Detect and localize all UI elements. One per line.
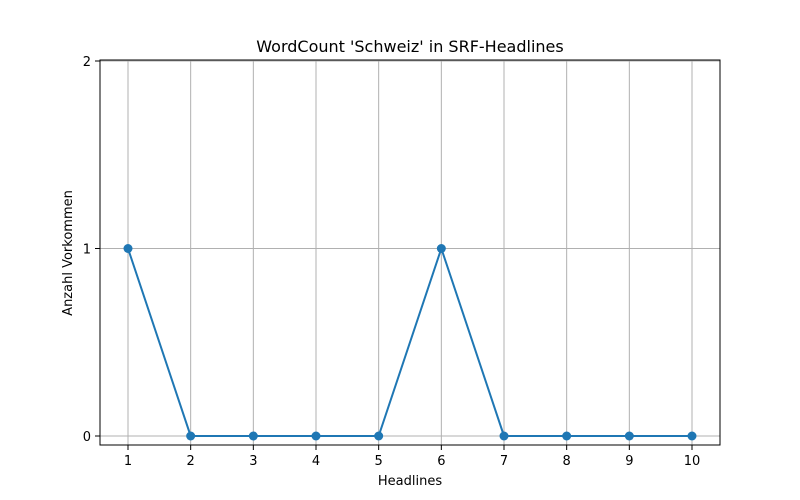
x-tick-label: 6 [437, 454, 445, 469]
x-tick-label: 7 [500, 454, 508, 469]
chart-title: WordCount 'Schweiz' in SRF-Headlines [256, 37, 563, 56]
data-point [123, 244, 133, 253]
x-tick-label: 3 [249, 454, 257, 469]
data-point [248, 431, 258, 441]
data-point [374, 431, 384, 441]
y-tick-label: 1 [83, 243, 91, 258]
data-point [436, 244, 446, 253]
data-point [186, 431, 196, 441]
data-point [499, 431, 509, 441]
axis-ticks: 1 2 3 4 5 6 7 8 9 10 0 1 2 [83, 55, 701, 469]
y-axis-label: Anzahl Vorkommen [61, 190, 76, 316]
data-point-markers [123, 244, 697, 441]
plot-area-frame [99, 59, 721, 446]
x-tick-label: 9 [625, 454, 633, 469]
y-tick-label: 0 [83, 430, 91, 445]
grid-lines [100, 60, 720, 445]
data-point [687, 431, 697, 441]
series-line [127, 247, 692, 437]
y-tick-label: 2 [83, 55, 91, 70]
x-tick-label: 5 [375, 454, 383, 469]
x-tick-label: 8 [563, 454, 571, 469]
x-tick-label: 4 [312, 454, 320, 469]
x-tick-label: 10 [684, 454, 701, 469]
x-axis-label: Headlines [378, 474, 442, 489]
data-point [624, 431, 634, 441]
x-tick-label: 1 [124, 454, 132, 469]
series-line-layer [127, 247, 692, 437]
data-point [562, 431, 572, 441]
x-tick-label: 2 [187, 454, 195, 469]
data-point [311, 431, 321, 441]
